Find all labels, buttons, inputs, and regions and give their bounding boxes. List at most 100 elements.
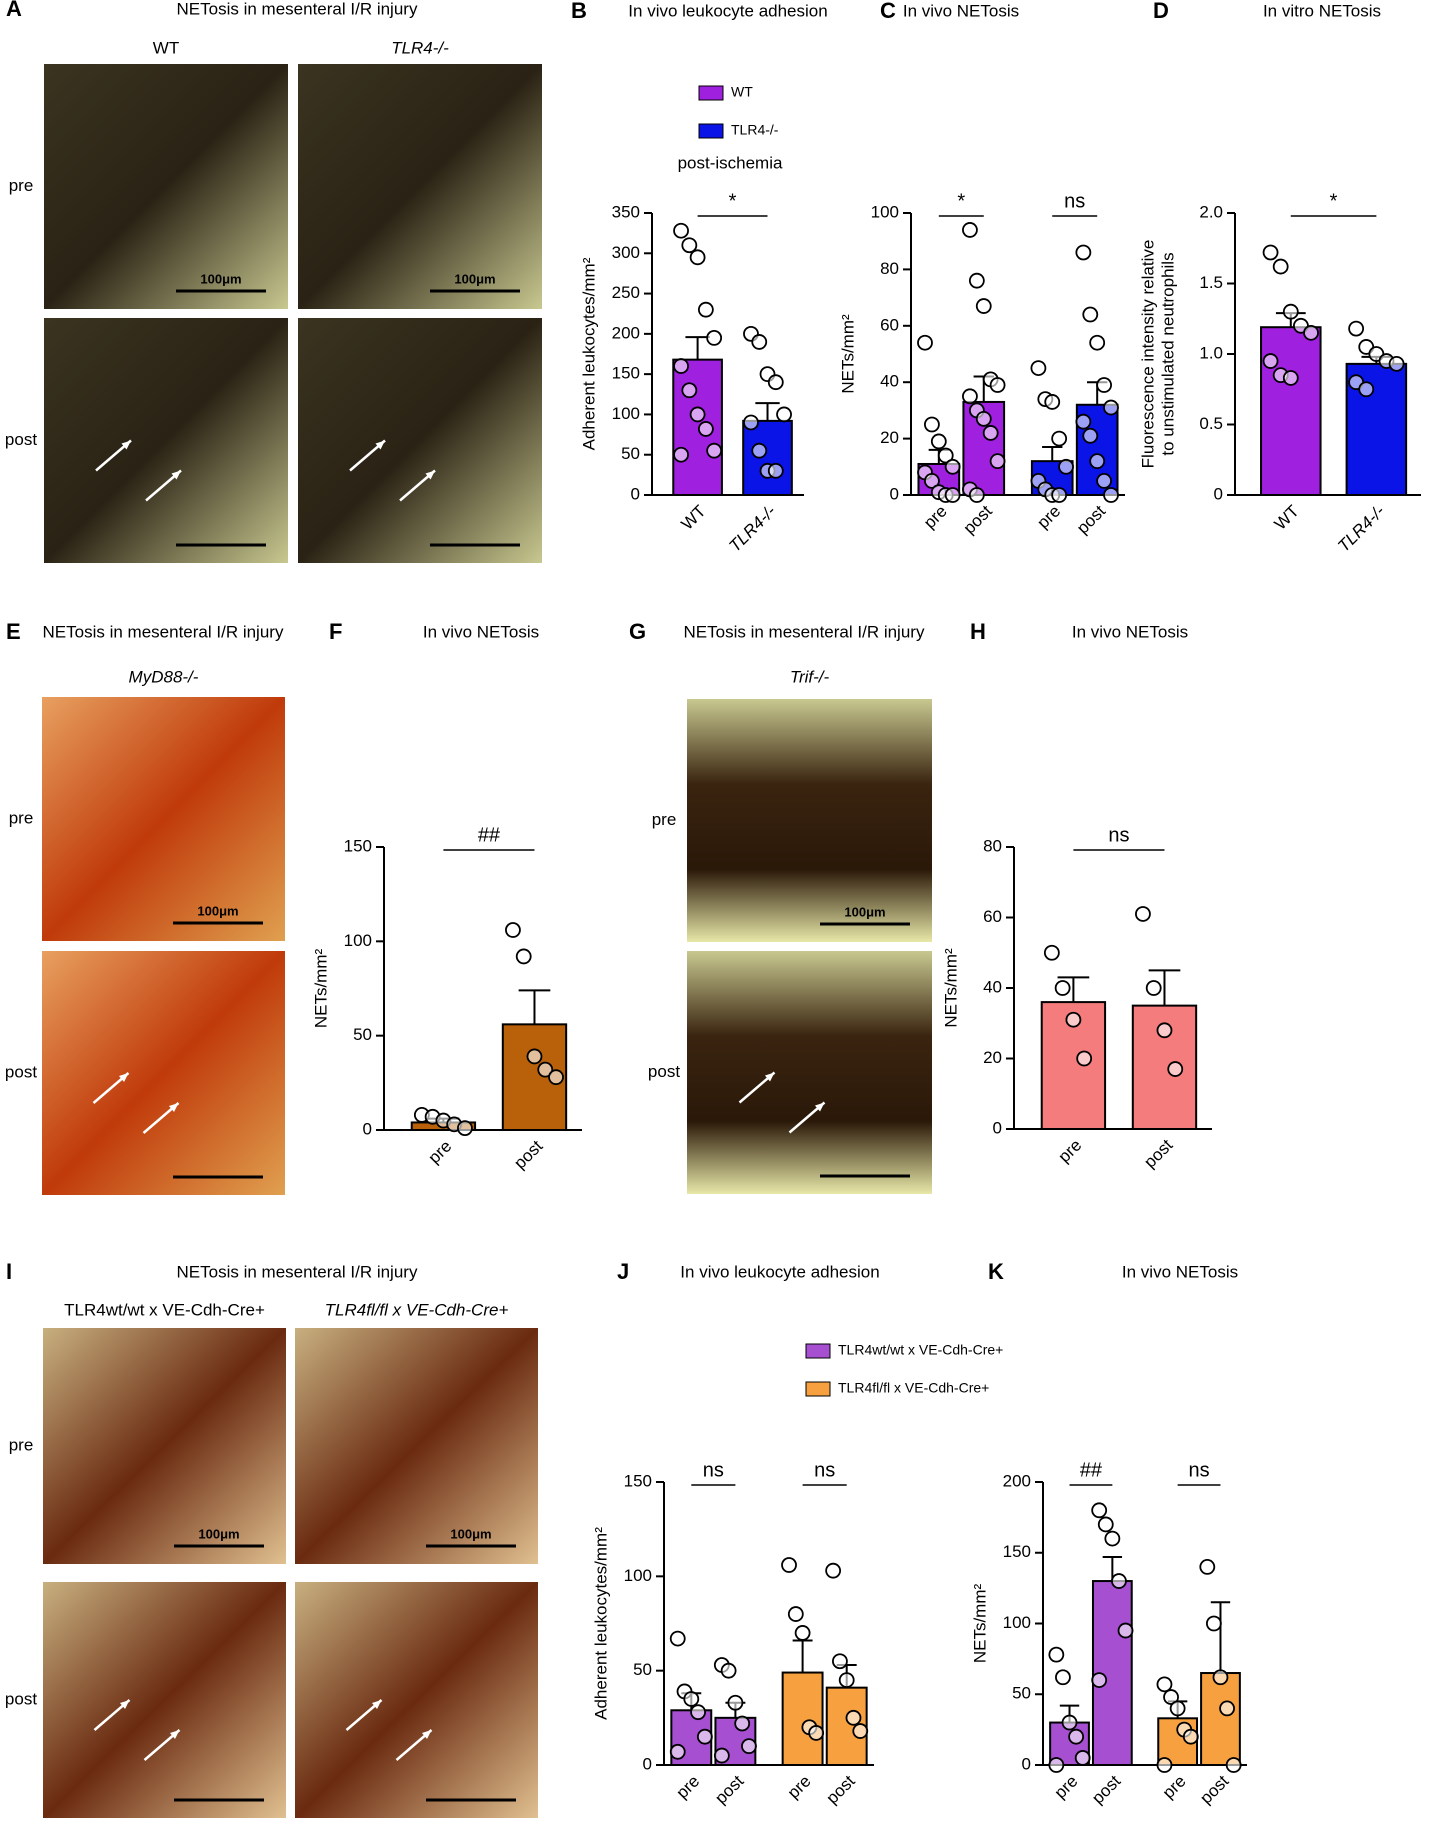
y-tick-label: 200 [612,323,640,342]
bar [1200,1672,1241,1767]
y-tick-label: 200 [1003,1471,1031,1490]
micrograph [43,1328,286,1564]
y-tick-label: 80 [983,836,1002,855]
panel-title: NETosis in mesenteral I/R injury [177,1262,418,1281]
data-point [751,442,768,459]
data-point [1055,1669,1071,1686]
data-point [713,1747,730,1764]
data-point [808,1725,825,1741]
y-tick-label: 150 [344,836,372,855]
scale-bar-label: 100μm [454,271,495,286]
data-point [930,433,947,450]
y-tick-label: 50 [353,1025,372,1044]
x-tick-label: post [510,1136,546,1172]
y-tick-label: 100 [1003,1613,1031,1632]
y-tick-label: 100 [871,202,899,221]
arrow-head [764,1072,775,1082]
micrograph [298,318,542,563]
data-point [681,382,698,399]
significance-label: ns [1108,824,1129,846]
data-point [944,458,961,475]
x-tick-label: pre [672,1772,703,1803]
significance-label: ns [814,1459,835,1481]
chart-title: In vitro NETosis [1263,1,1381,20]
y-axis-label: NETs/mm² [941,948,960,1028]
scale-bar-label: 100μm [198,1526,239,1541]
data-point [720,1662,737,1679]
data-point [1058,458,1074,475]
y-tick-label: 60 [983,907,1002,926]
panel-title: NETosis in mesenteral I/R injury [177,0,418,18]
y-tick-label: 300 [612,243,640,262]
chart-title: In vivo NETosis [1072,622,1188,641]
data-point [937,447,954,464]
significance-label: ns [703,1459,724,1481]
data-point [1075,244,1092,261]
data-point [1096,377,1112,393]
micrograph [42,697,285,941]
y-axis-label: NETs/mm² [838,314,857,394]
data-point [1205,1615,1222,1632]
data-point [741,1738,757,1755]
y-axis-label: to unstimulated neutrophils [1158,252,1177,455]
significance-label: ns [1064,190,1085,212]
data-point [1156,1757,1173,1773]
data-point [706,329,723,346]
column-label: TLR4wt/wt x VE-Cdh-Cre+ [64,1300,265,1319]
micrograph [295,1582,538,1818]
y-tick-label: 40 [880,372,899,391]
y-tick-label: 50 [1012,1684,1031,1703]
data-point [526,1048,543,1065]
data-point [1068,1728,1085,1745]
data-point [1212,1669,1229,1686]
data-point [1082,306,1099,323]
legend-swatch [805,1343,831,1359]
data-point [727,1694,744,1711]
data-point [1262,353,1279,369]
arrow-head [118,1073,129,1082]
y-tick-label: 40 [983,977,1002,996]
micrograph [44,64,288,309]
data-point [845,1709,862,1726]
micrograph [687,951,932,1194]
row-label: pre [652,810,677,829]
micrograph [687,699,932,942]
y-tick-label: 100 [344,931,372,950]
y-axis-label: Adherent leukocytes/mm² [591,1527,610,1720]
data-point [1103,399,1119,416]
x-tick-label: post [823,1771,859,1807]
data-point [924,472,940,489]
x-tick-label: TLR4-/- [725,501,779,555]
bar [670,1709,713,1766]
significance-label: * [1330,190,1338,212]
data-point [1030,360,1047,377]
x-tick-label: pre [1159,1772,1190,1803]
data-point [515,948,532,965]
y-tick-label: 0 [1214,484,1223,503]
y-tick-label: 1.0 [1199,343,1223,362]
x-tick-label: pre [1051,1772,1082,1803]
arrow-head [371,1700,382,1709]
data-point [1145,980,1162,996]
legend-label: TLR4-/- [731,122,779,138]
data-point [505,922,521,938]
y-axis-label: Adherent leukocytes/mm² [579,257,598,450]
data-point [1282,370,1299,386]
x-tick-label: pre [1033,502,1064,533]
row-label: pre [9,1435,34,1454]
chart-title: In vivo leukocyte adhesion [628,1,827,20]
data-point [537,1061,554,1078]
micrograph [295,1328,538,1564]
data-point [944,487,961,503]
chart-subtitle: post-ischemia [678,153,783,172]
data-point [1103,487,1119,503]
data-point [1219,1700,1235,1717]
panel-letter: J [617,1259,629,1284]
x-tick-label: WT [1271,502,1303,534]
column-label: TLR4-/- [391,38,449,57]
data-point [825,1562,842,1579]
x-tick-label: WT [677,502,709,534]
row-label: pre [9,808,34,827]
legend-label: TLR4wt/wt x VE-Cdh-Cre+ [838,1342,1003,1358]
data-point [1089,334,1106,351]
